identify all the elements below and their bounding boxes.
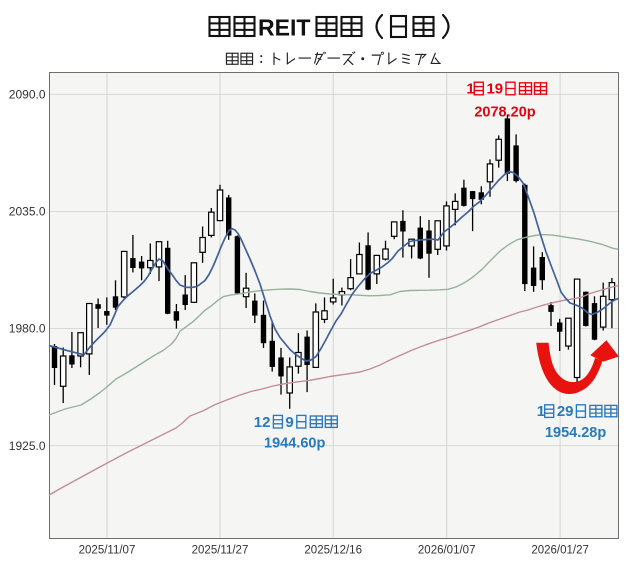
svg-text:2025/12/16: 2025/12/16	[304, 545, 362, 557]
svg-text:2026/01/07: 2026/01/07	[418, 545, 476, 557]
svg-text:2078.20p: 2078.20p	[474, 104, 535, 120]
svg-text:12: 12	[254, 414, 271, 431]
svg-text:2025/11/27: 2025/11/27	[192, 545, 249, 557]
svg-text:2026/01/27: 2026/01/27	[531, 545, 589, 557]
svg-text:19: 19	[486, 81, 503, 98]
svg-text:9: 9	[285, 414, 293, 431]
svg-text:2035.0: 2035.0	[9, 205, 46, 219]
svg-text:1944.60p: 1944.60p	[264, 436, 325, 452]
svg-text:1: 1	[466, 81, 474, 98]
svg-text:29: 29	[557, 403, 574, 420]
svg-text:2090.0: 2090.0	[9, 88, 46, 102]
svg-text:2025/11/07: 2025/11/07	[79, 545, 136, 557]
svg-text:1925.0: 1925.0	[9, 439, 46, 453]
svg-text:1954.28p: 1954.28p	[545, 425, 606, 441]
svg-text:1980.0: 1980.0	[9, 322, 46, 336]
svg-text:1: 1	[537, 403, 545, 420]
svg-text:REIT: REIT	[258, 15, 310, 41]
